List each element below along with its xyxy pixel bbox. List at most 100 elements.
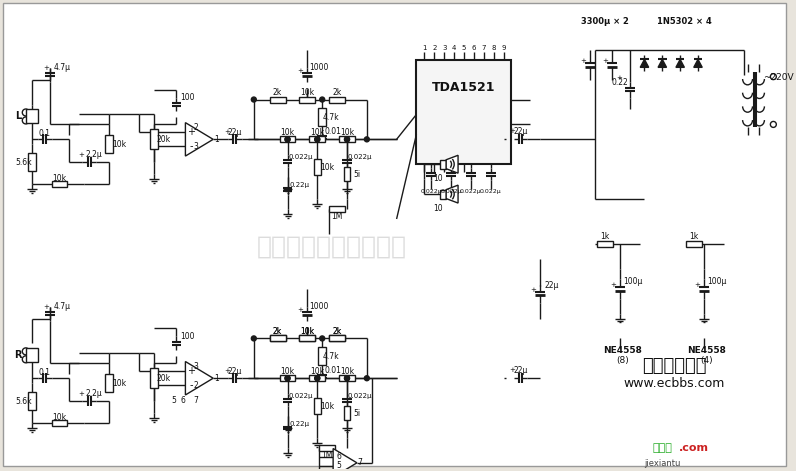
Text: www.ecbbs.com: www.ecbbs.com	[623, 377, 725, 390]
Bar	[314, 398, 321, 414]
Polygon shape	[640, 59, 649, 67]
Bar	[270, 335, 286, 341]
Polygon shape	[185, 362, 213, 395]
Text: 0.022µ: 0.022µ	[288, 154, 313, 160]
Text: +: +	[580, 58, 586, 64]
Text: 100: 100	[180, 93, 195, 102]
Circle shape	[365, 137, 369, 142]
Text: +: +	[187, 127, 195, 138]
Circle shape	[285, 376, 290, 381]
Bar	[28, 153, 36, 171]
Text: 100µ: 100µ	[623, 277, 642, 286]
Circle shape	[314, 376, 320, 381]
Text: +: +	[509, 129, 516, 134]
Circle shape	[22, 356, 29, 363]
Text: 2k: 2k	[273, 88, 283, 97]
Text: 5.6k: 5.6k	[15, 397, 32, 406]
Text: 0.022µ: 0.022µ	[480, 188, 501, 194]
Text: NE4558: NE4558	[688, 346, 727, 355]
Text: 2: 2	[432, 45, 436, 51]
Text: 2k: 2k	[333, 88, 341, 97]
Text: 2k: 2k	[333, 327, 341, 336]
Text: +: +	[617, 74, 622, 81]
Text: +: +	[530, 287, 537, 293]
Bar	[25, 109, 37, 123]
Text: 0.22µ: 0.22µ	[290, 421, 310, 427]
Text: 4.7k: 4.7k	[323, 352, 339, 361]
Polygon shape	[185, 122, 213, 156]
Text: 1000: 1000	[310, 302, 329, 311]
Text: +: +	[78, 391, 84, 397]
Bar	[279, 375, 295, 381]
Text: ~220V: ~220V	[763, 73, 794, 82]
Bar	[686, 241, 702, 247]
Text: 10k: 10k	[310, 128, 324, 137]
Polygon shape	[447, 185, 458, 203]
Text: 6: 6	[337, 452, 341, 462]
Bar	[339, 375, 355, 381]
Circle shape	[771, 122, 776, 127]
Text: 22µ: 22µ	[228, 128, 242, 137]
Bar	[299, 97, 315, 103]
Bar	[150, 130, 158, 149]
Text: 10k: 10k	[340, 128, 354, 137]
Text: 9: 9	[501, 45, 506, 51]
Circle shape	[22, 117, 29, 124]
Bar	[52, 181, 68, 187]
Text: 7: 7	[357, 458, 362, 467]
Text: 5: 5	[171, 396, 176, 405]
Bar	[330, 206, 345, 212]
Text: 10k: 10k	[300, 327, 314, 336]
Circle shape	[771, 73, 776, 80]
Text: 1000: 1000	[310, 63, 329, 72]
Text: +: +	[298, 307, 303, 313]
Text: 22µ: 22µ	[228, 367, 242, 376]
Text: +: +	[610, 282, 615, 288]
Polygon shape	[658, 59, 666, 67]
Text: 0.01: 0.01	[325, 366, 341, 375]
Text: TDA1521: TDA1521	[431, 81, 495, 94]
Text: 10k: 10k	[280, 128, 295, 137]
Text: 0.022µ: 0.022µ	[420, 188, 442, 194]
Bar	[105, 374, 113, 392]
Text: +: +	[224, 130, 230, 135]
Text: 10k: 10k	[310, 367, 324, 376]
Circle shape	[252, 336, 256, 341]
Bar	[310, 137, 326, 142]
Text: 1N5302 × 4: 1N5302 × 4	[657, 17, 712, 26]
Text: -: -	[189, 380, 193, 390]
Polygon shape	[694, 59, 702, 67]
Text: 100µ: 100µ	[707, 277, 727, 286]
Text: 接线图: 接线图	[653, 443, 673, 453]
Bar	[330, 335, 345, 341]
Text: 22µ: 22µ	[513, 366, 528, 375]
Bar	[330, 335, 345, 341]
Text: +: +	[298, 68, 303, 74]
Text: 5: 5	[337, 461, 341, 471]
Polygon shape	[334, 448, 357, 471]
Polygon shape	[676, 59, 685, 67]
Bar	[25, 349, 37, 362]
Bar	[310, 375, 326, 381]
Text: +: +	[602, 58, 607, 64]
Text: -: -	[189, 141, 193, 151]
Circle shape	[252, 97, 256, 102]
Text: +: +	[694, 282, 700, 288]
Text: (4): (4)	[700, 356, 713, 365]
Text: 10k: 10k	[53, 174, 67, 183]
Circle shape	[314, 137, 320, 142]
Circle shape	[22, 348, 29, 355]
Text: 4.7k: 4.7k	[323, 113, 339, 122]
Text: +: +	[44, 65, 49, 71]
Text: 3: 3	[442, 45, 447, 51]
Text: 100: 100	[180, 332, 195, 341]
Text: 0.1: 0.1	[39, 368, 51, 377]
Text: 6: 6	[181, 396, 185, 405]
Bar	[279, 137, 295, 142]
Text: 1M: 1M	[331, 212, 343, 221]
Text: 杭州精睿科技有限公司: 杭州精睿科技有限公司	[257, 235, 407, 259]
Bar	[105, 135, 113, 153]
Text: 0.01: 0.01	[325, 127, 341, 136]
Text: 8: 8	[491, 45, 496, 51]
Text: 10: 10	[433, 174, 443, 183]
